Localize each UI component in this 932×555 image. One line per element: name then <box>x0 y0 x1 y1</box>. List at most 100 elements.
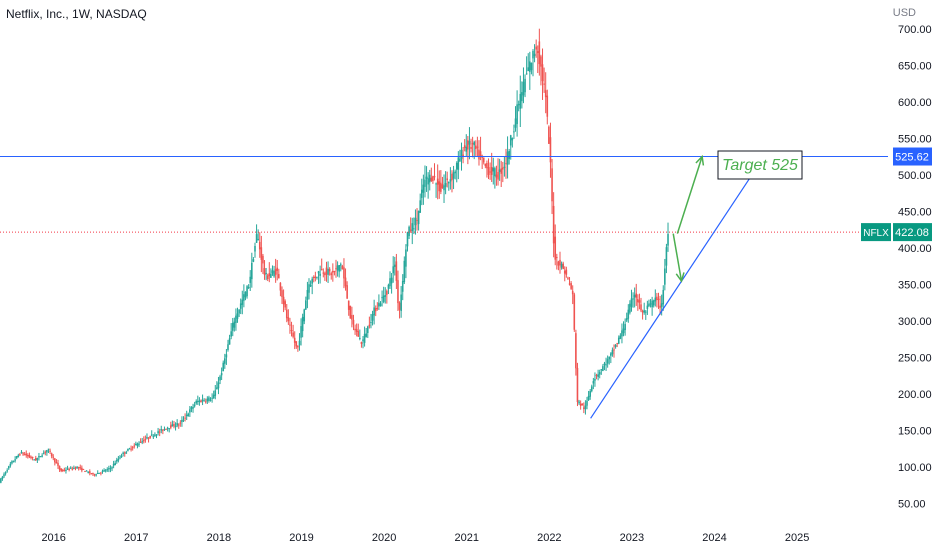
candle-body <box>203 400 205 402</box>
y-tick-label: 350.00 <box>898 280 932 292</box>
candle-body <box>173 424 175 427</box>
candle-body <box>579 403 582 406</box>
candle-body <box>435 183 437 185</box>
candle-body <box>231 322 234 331</box>
candle-body <box>552 205 555 244</box>
candle-body <box>31 456 34 458</box>
candle-body <box>73 467 75 469</box>
candle-body <box>473 141 476 146</box>
candle-body <box>419 200 422 213</box>
candle-body <box>521 92 523 102</box>
candle-body <box>320 269 323 271</box>
y-tick-label: 450.00 <box>898 207 932 219</box>
y-tick-label: 500.00 <box>898 170 932 182</box>
candle-body <box>144 439 147 441</box>
candle-body <box>209 399 212 401</box>
candle-body <box>324 273 326 276</box>
candle-body <box>20 451 23 454</box>
candle-body <box>454 171 456 174</box>
candle-body <box>657 298 660 301</box>
candle-body <box>284 301 286 308</box>
candle-body <box>197 401 199 403</box>
candle-body <box>393 264 396 267</box>
candle-body <box>71 468 74 470</box>
candle-body <box>285 309 288 319</box>
candle-body <box>468 140 471 145</box>
candle-body <box>246 286 248 297</box>
x-tick-label: 2017 <box>124 532 148 544</box>
candle-body <box>139 441 142 443</box>
candle-body <box>192 406 194 409</box>
candle-body <box>643 310 645 313</box>
candle-body <box>170 425 172 428</box>
candle-body <box>11 461 13 464</box>
candle-body <box>524 78 526 93</box>
candle-body <box>63 469 66 471</box>
candle-body <box>142 440 145 442</box>
candle-body <box>297 345 299 348</box>
candle-body <box>641 311 644 313</box>
candle-body <box>311 278 313 284</box>
candle-body <box>312 276 315 278</box>
candle-body <box>282 296 285 305</box>
candle-body <box>476 146 479 148</box>
candle-body <box>270 274 272 278</box>
candle-body <box>610 353 612 356</box>
y-tick-label: 600.00 <box>898 97 932 109</box>
candle-body <box>455 162 458 170</box>
candle-body <box>54 458 56 463</box>
candle-body <box>471 143 474 145</box>
candle-body <box>409 229 412 231</box>
candle-body <box>281 290 283 298</box>
candle-body <box>433 175 436 178</box>
candle-body <box>427 178 429 185</box>
candle-body <box>39 456 42 458</box>
candle-body <box>308 284 310 293</box>
candle-body <box>258 241 261 250</box>
candle-body <box>541 64 544 82</box>
candle-body <box>122 452 124 454</box>
y-tick-label: 650.00 <box>898 61 932 73</box>
candle-body <box>373 307 375 316</box>
candle-body <box>467 140 469 150</box>
candle-body <box>592 381 595 384</box>
candle-body <box>4 472 7 474</box>
candle-body <box>195 401 198 404</box>
candle-body <box>157 431 159 434</box>
candle-body <box>158 431 161 433</box>
candle-body <box>403 260 406 283</box>
candle-body <box>374 308 377 312</box>
candle-body <box>57 463 59 466</box>
candle-body <box>624 324 626 331</box>
candle-body <box>416 219 418 221</box>
candle-body <box>339 264 342 266</box>
candle-body <box>49 450 51 452</box>
candle-body <box>589 391 591 397</box>
candle-body <box>667 234 669 246</box>
candle-body <box>93 474 96 476</box>
y-tick-label: 250.00 <box>898 353 932 365</box>
candle-body <box>644 311 647 313</box>
candle-body <box>60 468 62 471</box>
candle-body <box>602 366 604 372</box>
candle-body <box>349 305 352 319</box>
candle-body <box>266 275 269 280</box>
candle-body <box>293 337 296 343</box>
candle-body <box>182 419 185 421</box>
candle-body <box>111 467 113 469</box>
candle-body <box>495 174 498 178</box>
candle-body <box>276 267 279 271</box>
candle-body <box>617 337 620 344</box>
candle-body <box>19 454 21 456</box>
candle-body <box>36 458 39 460</box>
candle-body <box>646 305 649 309</box>
candle-body <box>136 443 139 446</box>
candle-body <box>522 81 525 96</box>
candle-body <box>629 303 631 313</box>
candle-body <box>330 273 333 276</box>
candle-body <box>265 272 267 275</box>
candle-body <box>149 435 151 438</box>
candle-body <box>406 232 409 247</box>
